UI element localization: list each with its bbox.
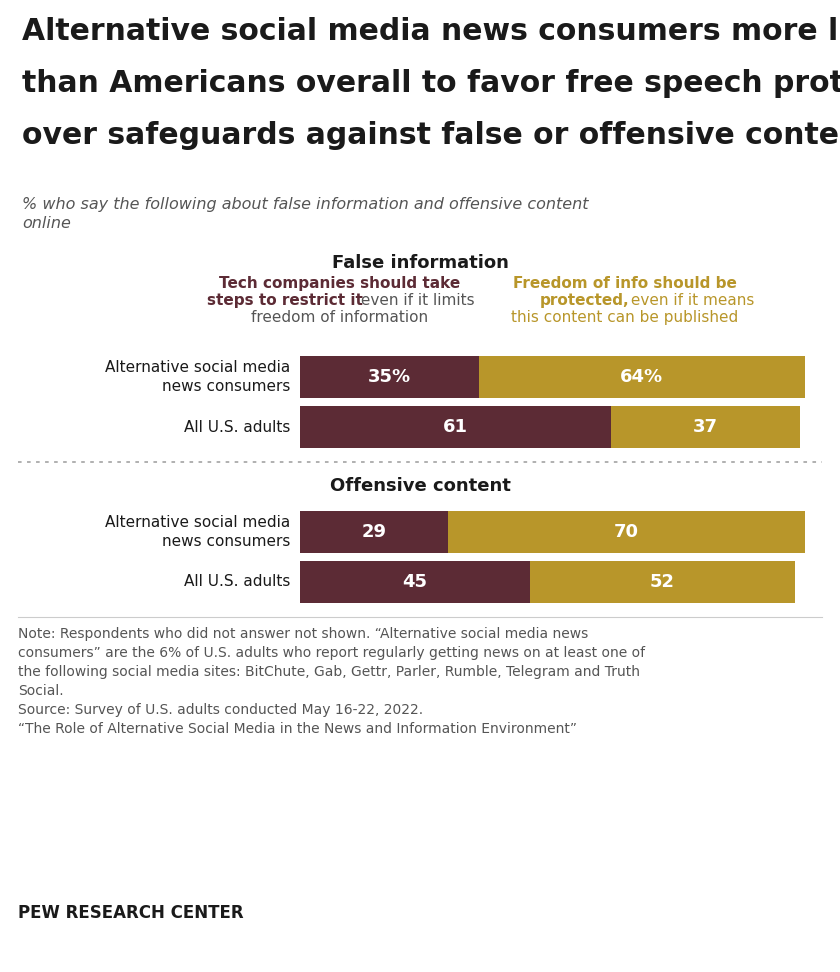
Text: even if it limits: even if it limits [355,293,475,308]
Text: PEW RESEARCH CENTER: PEW RESEARCH CENTER [18,904,244,922]
Text: Note: Respondents who did not answer not shown. “Alternative social media news
c: Note: Respondents who did not answer not… [18,627,645,736]
Text: 64%: 64% [620,368,664,386]
Text: Alternative social media
news consumers: Alternative social media news consumers [105,515,290,549]
Text: even if it means: even if it means [626,293,754,308]
Text: False information: False information [332,254,508,272]
Text: 70: 70 [614,523,639,541]
Text: Alternative social media news consumers more likely: Alternative social media news consumers … [22,17,840,46]
Text: freedom of information: freedom of information [251,310,428,325]
Text: 35%: 35% [368,368,411,386]
Text: protected,: protected, [540,293,630,308]
Bar [529,561,795,603]
Text: Tech companies should take: Tech companies should take [219,276,460,291]
Text: over safeguards against false or offensive content: over safeguards against false or offensi… [22,121,840,150]
Bar [300,511,448,553]
Bar [300,356,479,398]
Text: % who say the following about false information and offensive content
online: % who say the following about false info… [22,197,589,231]
Bar [300,561,529,603]
Text: All U.S. adults: All U.S. adults [184,574,290,589]
Text: Alternative social media
news consumers: Alternative social media news consumers [105,360,290,394]
Text: 61: 61 [443,418,468,436]
Text: Offensive content: Offensive content [329,477,511,495]
Text: Freedom of info should be: Freedom of info should be [513,276,737,291]
Text: 45: 45 [402,573,428,591]
Text: 52: 52 [649,573,675,591]
Bar [479,356,805,398]
Bar [300,406,611,448]
Text: this content can be published: this content can be published [512,310,738,325]
Bar [448,511,805,553]
Text: 29: 29 [361,523,386,541]
Bar [611,406,800,448]
Text: steps to restrict it: steps to restrict it [207,293,363,308]
Text: than Americans overall to favor free speech protection: than Americans overall to favor free spe… [22,69,840,98]
Text: All U.S. adults: All U.S. adults [184,420,290,434]
Text: 37: 37 [693,418,718,436]
